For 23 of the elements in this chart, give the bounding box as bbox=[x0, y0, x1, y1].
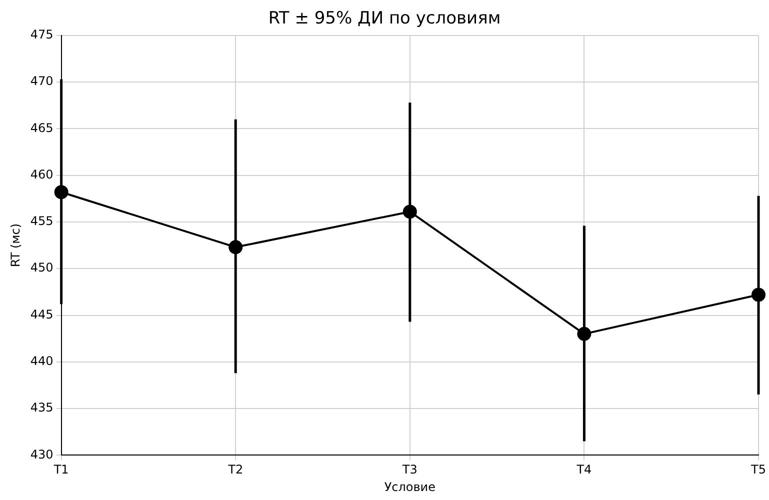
point bbox=[577, 326, 592, 341]
y-axis-title: RT (мс) bbox=[8, 223, 22, 268]
point bbox=[54, 185, 68, 200]
x-tick-label: T3 bbox=[401, 462, 418, 477]
y-tick-label: 475 bbox=[30, 28, 54, 42]
y-tick-label: 455 bbox=[30, 214, 54, 228]
x-tick-label: T4 bbox=[576, 462, 592, 477]
point bbox=[752, 288, 766, 302]
x-tick-label: T1 bbox=[52, 462, 69, 477]
point bbox=[228, 240, 243, 254]
point bbox=[402, 204, 417, 219]
y-tick-label: 450 bbox=[30, 260, 54, 275]
x-tick-label: T2 bbox=[227, 462, 244, 477]
x-axis-title: Условие bbox=[384, 480, 436, 494]
x-tick-label: T5 bbox=[750, 462, 766, 477]
y-tick-label: 440 bbox=[30, 354, 54, 368]
chart-title: RT ± 95% ДИ по условиям bbox=[268, 8, 501, 29]
y-tick-label: 470 bbox=[30, 74, 54, 88]
y-tick-label: 465 bbox=[30, 120, 54, 135]
y-tick-label: 445 bbox=[30, 307, 54, 322]
y-tick-label: 435 bbox=[30, 400, 54, 415]
y-tick-label: 460 bbox=[30, 167, 54, 182]
y-tick-label: 430 bbox=[30, 447, 54, 462]
